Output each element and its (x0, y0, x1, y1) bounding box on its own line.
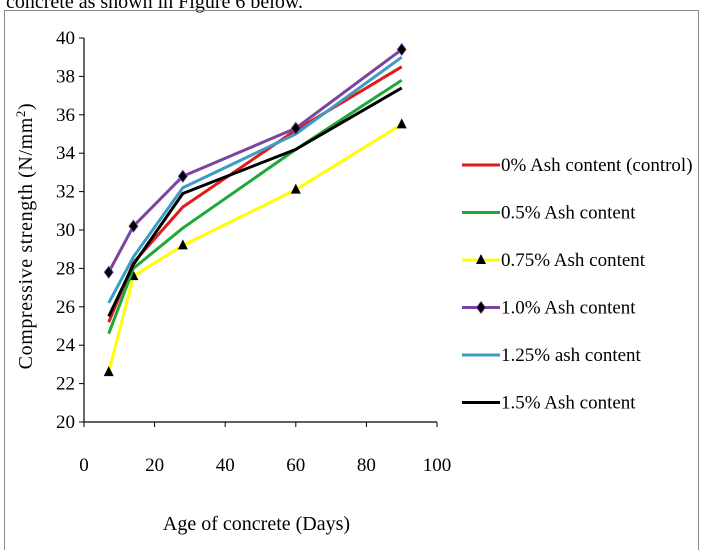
y-tick-label: 38 (56, 66, 75, 87)
data-point-marker (177, 239, 188, 250)
data-point-marker (290, 121, 301, 135)
x-tick-label: 80 (357, 455, 376, 476)
legend-marker (476, 254, 486, 264)
y-tick-label: 22 (56, 374, 75, 395)
x-tick-label: 20 (145, 455, 164, 476)
data-point-marker (103, 265, 114, 279)
y-tick-label: 30 (56, 220, 75, 241)
y-tick-label: 36 (56, 105, 75, 126)
data-point-marker (290, 183, 301, 194)
y-tick-label: 20 (56, 412, 75, 433)
series-line (107, 123, 403, 373)
legend-marker (476, 300, 486, 315)
series-line (107, 78, 403, 335)
data-point-marker (396, 42, 407, 57)
legend-label: 1.25% ash content (501, 345, 642, 366)
x-tick-label: 60 (286, 455, 305, 476)
data-point-marker (177, 169, 188, 183)
y-tick-labels: 20 22 24 26 28 30 32 34 36 38 40 (56, 28, 76, 433)
x-axis-title: Age of concrete (Days) (163, 513, 350, 535)
y-tick-label: 24 (56, 335, 76, 356)
y-tick-label: 34 (56, 143, 76, 164)
data-point-marker (103, 366, 114, 377)
legend: 0% Ash content (control) 0.5% Ash content… (462, 155, 693, 414)
line-chart: 20 22 24 26 28 30 32 34 36 38 40 0 20 40 60 80 100 0% A… (13, 28, 693, 535)
y-tick-label: 32 (56, 182, 75, 203)
chart-axes (79, 37, 438, 427)
legend-label: 0.75% Ash content (501, 250, 646, 271)
series-line (107, 55, 403, 304)
y-axis-title: Compressive strength (N/mm2) (13, 103, 38, 370)
header-caption-fragment: concrete as shown in Figure 6 below. (6, 0, 303, 13)
x-tick-labels: 0 20 40 60 80 100 (79, 455, 451, 476)
legend-label: 1.0% Ash content (501, 298, 636, 319)
data-point-marker (128, 219, 139, 233)
series-line (107, 65, 403, 323)
y-tick-label: 28 (56, 258, 75, 279)
legend-label: 1.5% Ash content (501, 393, 636, 414)
x-tick-label: 100 (423, 455, 452, 476)
legend-label: 0.5% Ash content (501, 203, 636, 224)
x-tick-label: 0 (79, 455, 89, 476)
data-point-marker (396, 118, 407, 129)
legend-label: 0% Ash content (control) (501, 155, 693, 176)
y-tick-label: 40 (56, 28, 75, 49)
series-lines (103, 42, 407, 377)
chart-frame (4, 10, 699, 550)
series-line (107, 86, 403, 318)
x-tick-label: 40 (216, 455, 235, 476)
y-tick-label: 26 (56, 297, 75, 318)
